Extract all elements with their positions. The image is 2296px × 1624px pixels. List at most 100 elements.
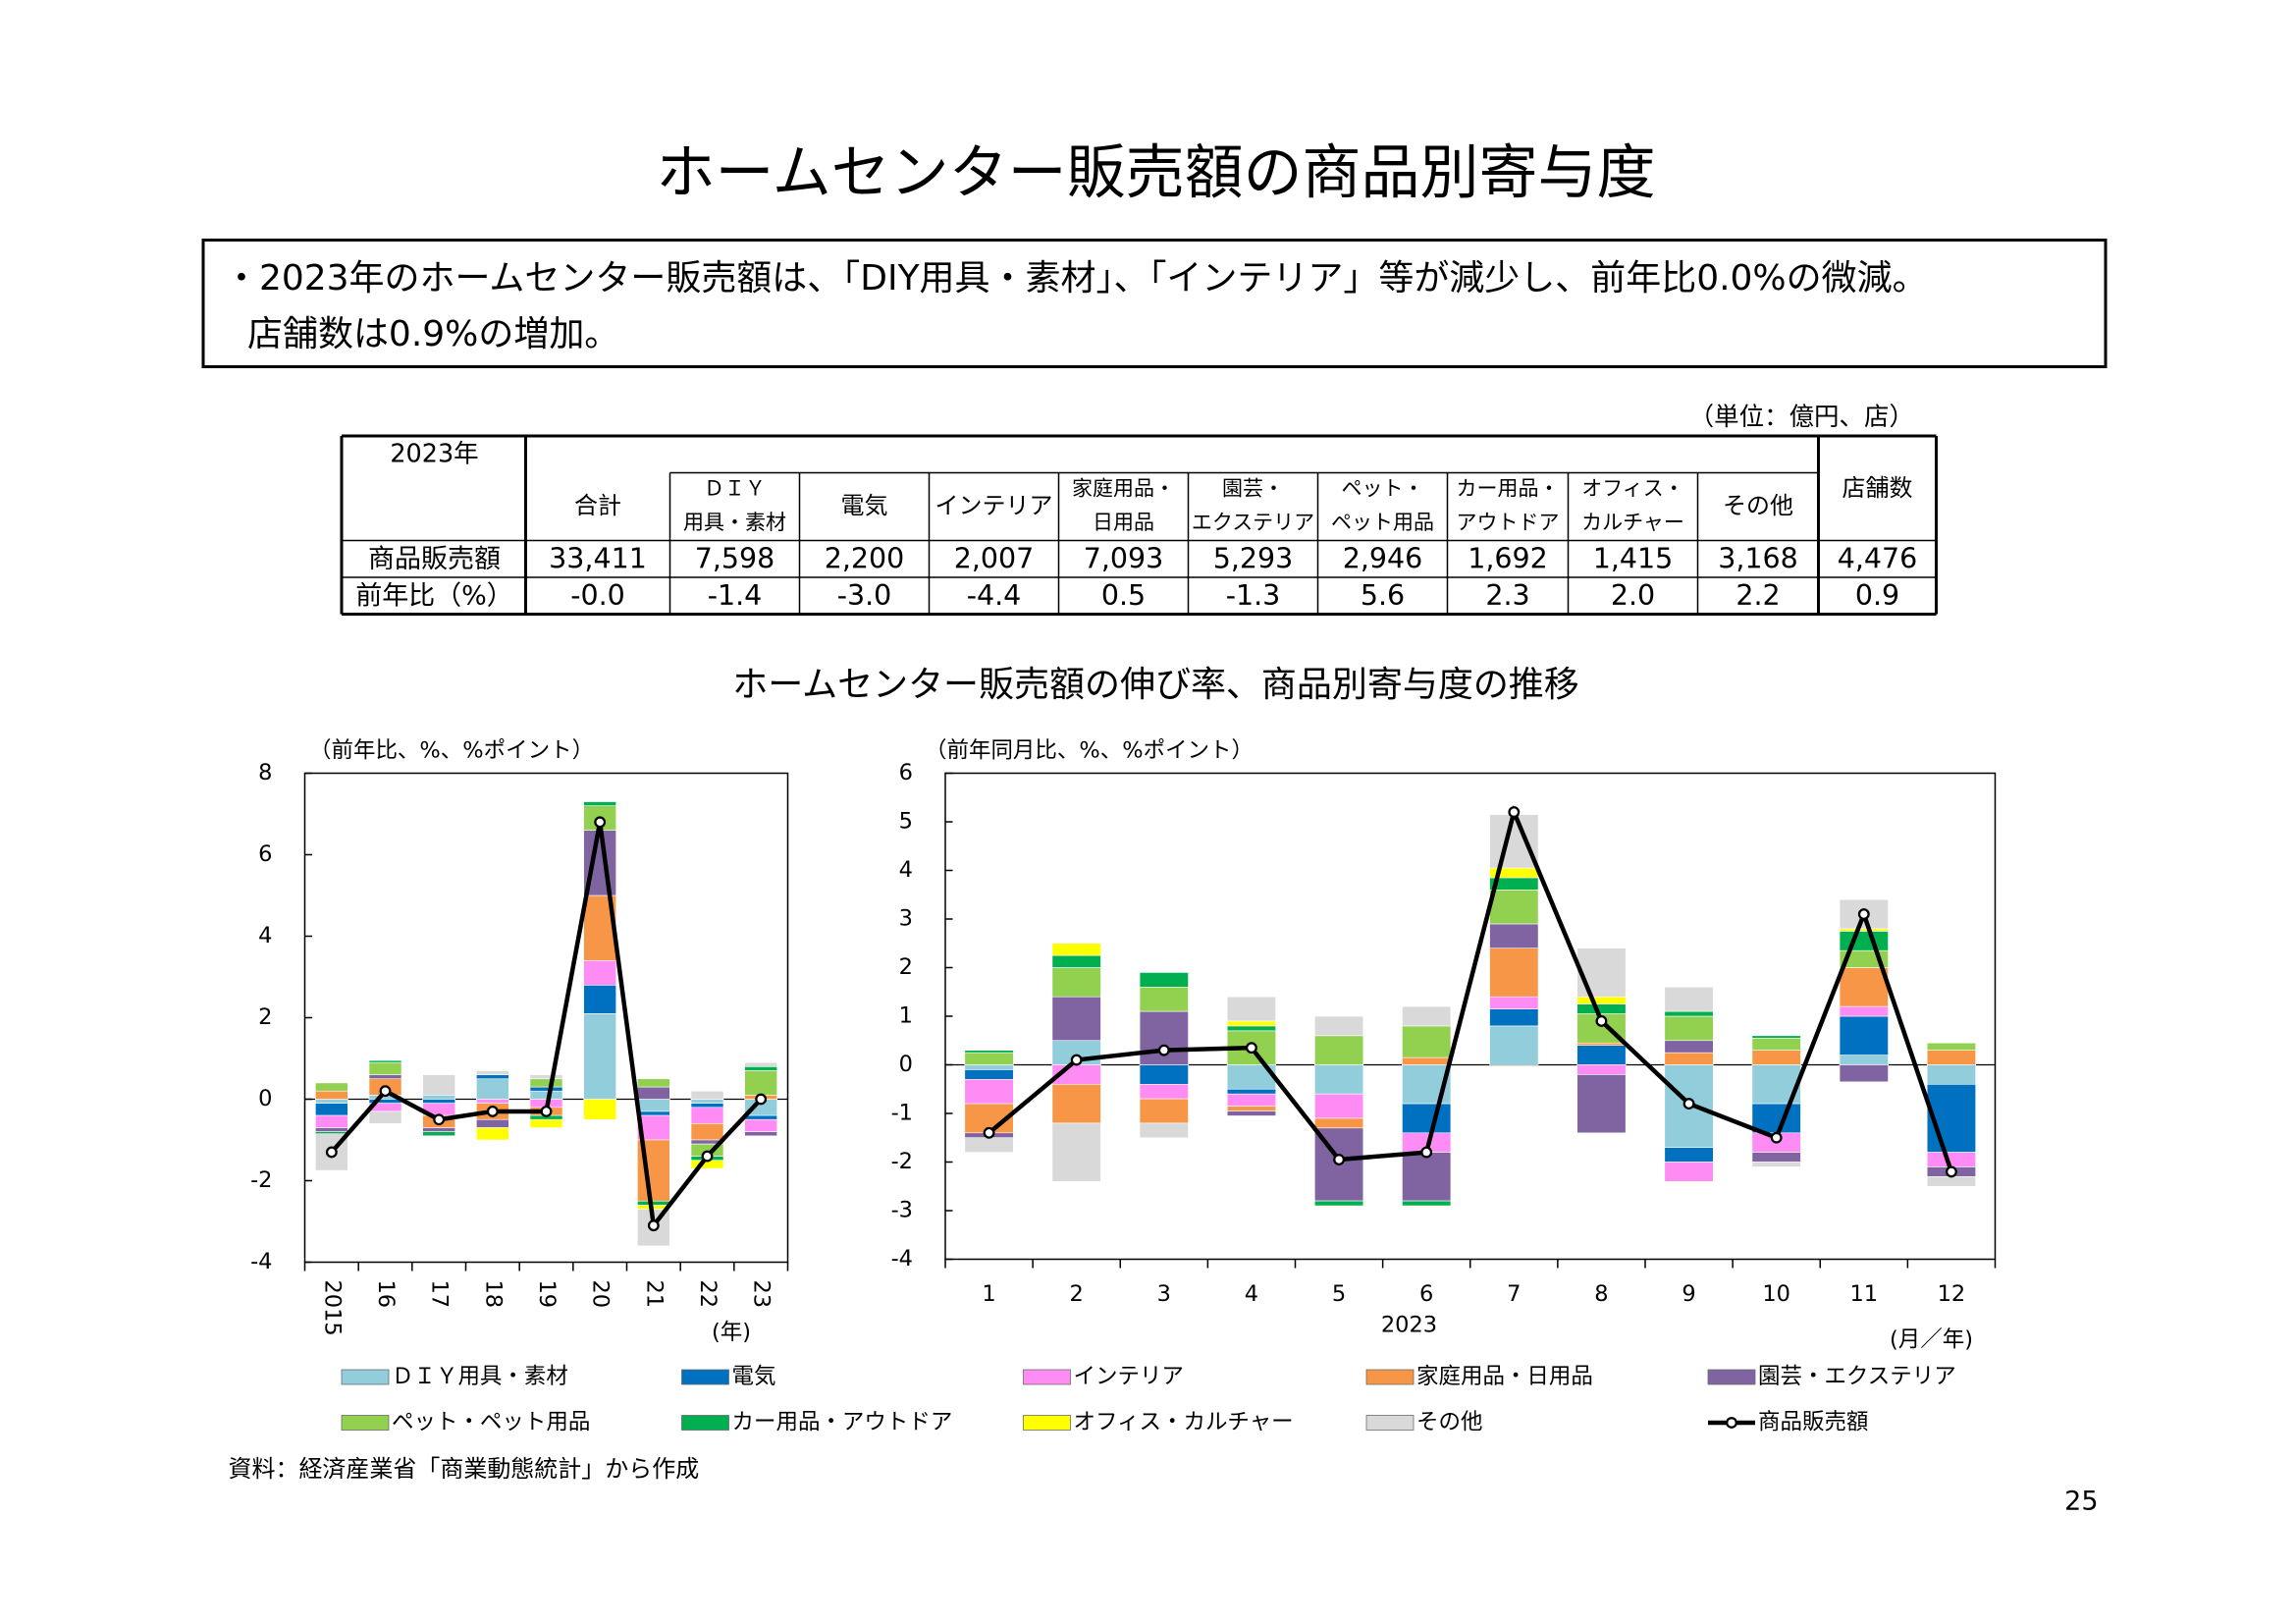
legend-label: 電気 bbox=[732, 1364, 776, 1389]
bar-segment bbox=[1402, 1200, 1452, 1207]
legend-swatch bbox=[681, 1369, 729, 1385]
y-tick-label: 8 bbox=[258, 760, 272, 785]
bar-segment bbox=[1226, 996, 1276, 1022]
table-header: 園芸・ bbox=[1222, 477, 1284, 501]
bar-segment bbox=[1226, 1093, 1276, 1107]
table-header: アウトドア bbox=[1457, 511, 1560, 534]
line-marker bbox=[647, 1219, 660, 1232]
bar-segment bbox=[368, 1074, 402, 1080]
x-tick-label: 8 bbox=[1594, 1281, 1608, 1307]
plot-frame bbox=[303, 772, 789, 1264]
bar-segment bbox=[1226, 1088, 1276, 1095]
bar-segment bbox=[422, 1095, 455, 1100]
y-tick-label: -4 bbox=[891, 1246, 913, 1272]
x-tick-label: 11 bbox=[1850, 1281, 1879, 1307]
line-marker bbox=[1420, 1146, 1433, 1159]
y-tick-label: 5 bbox=[899, 808, 913, 834]
bar-segment bbox=[637, 1099, 670, 1112]
bar-segment bbox=[476, 1127, 509, 1141]
bar-segment bbox=[1664, 1147, 1714, 1163]
bar-segment bbox=[315, 1131, 348, 1135]
legend-label: インテリア bbox=[1074, 1364, 1184, 1389]
bar-segment bbox=[1051, 1122, 1101, 1182]
y-tick-label: 2 bbox=[258, 1004, 272, 1030]
legend-label: ＤＩＹ用具・素材 bbox=[392, 1364, 568, 1389]
table-cell: -3.0 bbox=[837, 579, 892, 612]
bar-segment bbox=[1839, 898, 1889, 930]
bar-segment bbox=[964, 1064, 1014, 1070]
x-tick-label: 6 bbox=[1419, 1281, 1433, 1307]
table-header: 家庭用品・ bbox=[1072, 477, 1175, 501]
table-cell: 5.6 bbox=[1361, 579, 1405, 612]
legend-swatch bbox=[1707, 1369, 1756, 1385]
legend-label: その他 bbox=[1416, 1409, 1482, 1435]
bar-segment bbox=[476, 1078, 509, 1100]
table-cell: -1.3 bbox=[1226, 579, 1281, 612]
table-unit: （単位：億円、店） bbox=[1689, 403, 1914, 432]
line-marker bbox=[1246, 1042, 1257, 1055]
y-tick-label: 0 bbox=[258, 1086, 272, 1111]
bar-segment bbox=[744, 1114, 777, 1120]
bar-segment bbox=[690, 1090, 724, 1100]
y-tick-label: 4 bbox=[258, 923, 272, 948]
legend-swatch bbox=[1365, 1369, 1415, 1385]
x-tick-label: 2015 bbox=[319, 1279, 345, 1335]
bar-segment bbox=[368, 1061, 402, 1075]
bar-segment bbox=[1926, 1152, 1976, 1167]
x-tick-label: 12 bbox=[1938, 1281, 1966, 1307]
bar-segment bbox=[1139, 1010, 1189, 1065]
x-unit: (年) bbox=[712, 1320, 751, 1345]
summary-line: 店舗数は0.9%の増加。 bbox=[247, 314, 619, 354]
line-marker bbox=[1682, 1098, 1695, 1110]
bar-segment bbox=[1839, 931, 1889, 951]
bar-segment bbox=[1226, 1106, 1276, 1111]
line-marker bbox=[701, 1150, 714, 1163]
bar-segment bbox=[744, 1118, 777, 1132]
bar-segment bbox=[1489, 947, 1539, 998]
summary-line: ・2023年のホームセンター販売額は、「DIY用具・素材」、「インテリア」等が減… bbox=[224, 258, 1928, 298]
bar-segment bbox=[1489, 923, 1539, 948]
bar-segment bbox=[1751, 1035, 1801, 1039]
bar-segment bbox=[1664, 986, 1714, 1012]
bar-segment bbox=[1751, 1050, 1801, 1065]
line-marker bbox=[433, 1113, 446, 1126]
bar-segment bbox=[690, 1103, 724, 1109]
y-axis-label: （前年同月比、%、%ポイント） bbox=[925, 737, 1254, 763]
bar-segment bbox=[1226, 1025, 1276, 1032]
bar-segment bbox=[1139, 1098, 1189, 1124]
bar-segment bbox=[1139, 986, 1189, 1012]
table-header: ＤＩＹ bbox=[704, 477, 766, 501]
table-header: カー用品・ bbox=[1457, 477, 1560, 501]
bar-segment bbox=[637, 1078, 670, 1088]
x-unit: (月／年) bbox=[1890, 1326, 1973, 1352]
bar-segment bbox=[1314, 1117, 1364, 1129]
table-cell: 4,476 bbox=[1838, 543, 1918, 575]
bar-segment bbox=[1839, 967, 1889, 1007]
bar-segment bbox=[964, 1069, 1014, 1080]
bar-segment bbox=[1226, 1110, 1276, 1116]
y-tick-label: -4 bbox=[250, 1249, 272, 1274]
bar-segment bbox=[1664, 1040, 1714, 1054]
x-tick-label: 10 bbox=[1762, 1281, 1790, 1307]
table-cell: 0.9 bbox=[1855, 579, 1899, 612]
bar-segment bbox=[744, 1065, 777, 1071]
table-cell: -4.4 bbox=[967, 579, 1022, 612]
table-cell: 0.5 bbox=[1101, 579, 1146, 612]
bar-segment bbox=[1839, 1005, 1889, 1017]
bar-segment bbox=[1664, 1162, 1714, 1182]
y-tick-label: 6 bbox=[258, 841, 272, 867]
table-cell: 2,946 bbox=[1343, 543, 1423, 575]
y-tick-label: 4 bbox=[899, 857, 913, 883]
y-tick-label: -1 bbox=[891, 1100, 913, 1125]
bar-segment bbox=[1664, 1010, 1714, 1017]
table-cell: 5,293 bbox=[1213, 543, 1294, 575]
bar-segment bbox=[1051, 1083, 1101, 1124]
bar-segment bbox=[1751, 1037, 1801, 1051]
y-tick-label: 3 bbox=[899, 905, 913, 931]
table-header: ペット・ bbox=[1342, 477, 1424, 501]
bar-segment bbox=[1402, 1005, 1452, 1027]
bar-segment bbox=[1139, 1083, 1189, 1100]
line-marker bbox=[1333, 1154, 1345, 1165]
bar-segment bbox=[422, 1099, 455, 1104]
